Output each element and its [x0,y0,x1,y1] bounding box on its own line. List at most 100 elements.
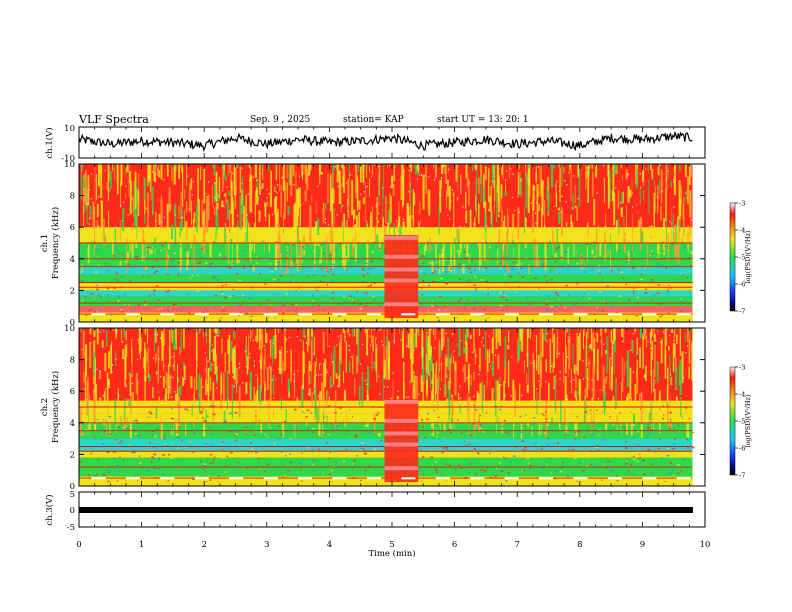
spec-white-speckle [546,340,548,342]
spec-streak [571,368,572,394]
spec-streak [168,187,171,212]
spec-speckle [584,411,587,413]
spec-streak [512,379,515,402]
spec-white-speckle [241,182,243,185]
spec-white-speckle [667,170,669,173]
spec-streak [661,337,663,344]
spec-white-speckle [418,334,420,336]
spec-speckle [335,461,337,464]
spec-white-speckle [631,192,633,194]
spec-streak [94,216,95,256]
spec-speckle [291,304,294,306]
spec-streak [483,186,486,202]
spec-speckle [151,266,155,268]
spec-speckle [562,479,565,481]
spec-streak [99,370,102,380]
spec-speckle [86,245,88,248]
spec-speckle [172,417,174,420]
spec-speckle [537,444,539,447]
spec-speckle [240,304,242,306]
spec-speckle [293,244,295,246]
spec-streak [504,335,507,369]
spec-streak [532,353,534,387]
spec-streak [231,197,234,234]
spec-streak [392,380,394,412]
spec-streak [274,328,276,342]
ch1-spectrogram-image [79,164,694,322]
spec-white-speckle [211,344,213,346]
spec-streak [518,164,520,170]
spec-speckle [369,286,371,288]
spec-white-speckle [232,230,234,232]
spec-streak [263,358,265,384]
spec-streak [386,328,388,338]
spec-speckle [311,458,314,461]
spec-white-speckle [223,205,225,207]
spec-speckle [264,283,267,285]
spec-speckle [467,418,469,420]
spec-white-speckle [392,372,394,374]
spec-streak [548,382,550,418]
spec-white-speckle [199,328,201,330]
spec-streak [249,228,252,261]
spec-streak [94,357,96,395]
spec-streak [401,164,404,186]
spec-white-speckle [556,180,558,183]
spec-streak [342,328,345,333]
spec-speckle [100,316,103,319]
spec-speckle [322,432,324,435]
spec-streak [209,424,212,434]
spec-streak [668,346,670,351]
spec-white-speckle [243,221,245,223]
spec-streak [443,406,446,431]
spec-speckle [584,271,587,273]
spec-streak [162,376,165,388]
spec-speckle [595,446,598,449]
spec-streak [555,379,557,384]
spec-streak [507,214,509,237]
spec-speckle [626,472,628,474]
spec-speckle [211,262,213,264]
spec-speckle [210,264,212,266]
spec-white-speckle [131,382,133,385]
spec-white-speckle [120,204,122,207]
spec-speckle [562,462,564,464]
xtick-label: 6 [452,540,457,550]
spec-speckle [180,308,183,310]
spec-streak [160,164,163,180]
spec-speckle [108,433,112,436]
spec-speckle [422,426,424,428]
spec-speckle [223,285,226,288]
spec-speckle [669,462,672,464]
spec-speckle [565,284,568,287]
spec-speckle [360,479,362,482]
spec-streak [282,411,283,431]
spec-streak [382,189,383,220]
spec-speckle [248,297,252,300]
ch2-colorbar [729,366,736,476]
spec-speckle [667,312,670,315]
spec-streak [166,164,169,177]
spec-speckle [127,427,130,430]
spec-streak [284,268,286,274]
spec-streak [639,187,641,205]
spec-streak [532,184,535,211]
spec-baseline-dash [504,313,519,316]
spec-speckle [238,480,240,483]
spec-streak [96,220,98,233]
spec-streak [230,238,233,263]
spec-white-speckle [420,374,422,377]
spec-white-speckle [241,167,243,170]
spec-speckle [331,280,335,282]
spec-white-speckle [93,237,95,240]
spec-speckle [124,425,127,427]
spec-streak [451,394,454,425]
spec-speckle [118,442,121,445]
spec-baseline-dash [366,313,381,316]
spec-speckle [367,432,368,434]
spec-burst-stripe [384,442,419,447]
spec-white-speckle [317,185,319,188]
spec-speckle [171,260,175,262]
spec-speckle [173,252,176,254]
spec-streak [423,245,425,256]
